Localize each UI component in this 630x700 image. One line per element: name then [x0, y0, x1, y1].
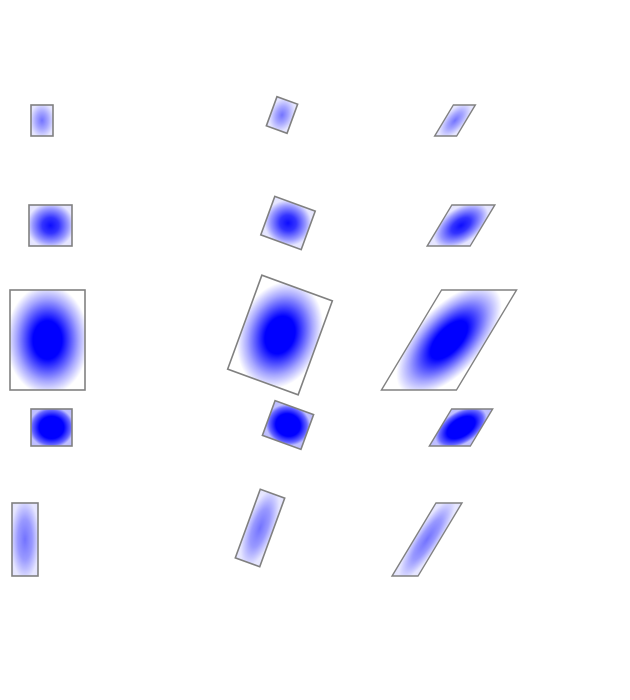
gradient-rect-skewed-row-3 — [380, 289, 518, 391]
gradient-rect-rotated-row-2 — [259, 195, 317, 251]
gradient-rect-rotated-row-3 — [226, 274, 334, 396]
gradient-rect-untransformed-row-3 — [9, 289, 86, 391]
gradient-rect-skewed-row-4 — [428, 408, 494, 447]
gradient-rect-rotated-row-4 — [261, 399, 315, 451]
gradient-rect-untransformed-row-2 — [28, 204, 73, 247]
gradient-rect-untransformed-row-4 — [30, 408, 73, 447]
gradient-rect-skewed-row-2 — [425, 204, 497, 247]
shapes-group — [9, 95, 518, 577]
gradient-rect-untransformed-row-1 — [30, 104, 54, 137]
gradient-rect-skewed-row-1 — [433, 104, 477, 137]
gradient-rect-untransformed-row-5 — [11, 502, 39, 577]
gradient-rect-skewed-row-5 — [390, 502, 464, 577]
gradient-rect-rotated-row-5 — [234, 488, 286, 568]
gradient-rect-rotated-row-1 — [265, 95, 299, 135]
